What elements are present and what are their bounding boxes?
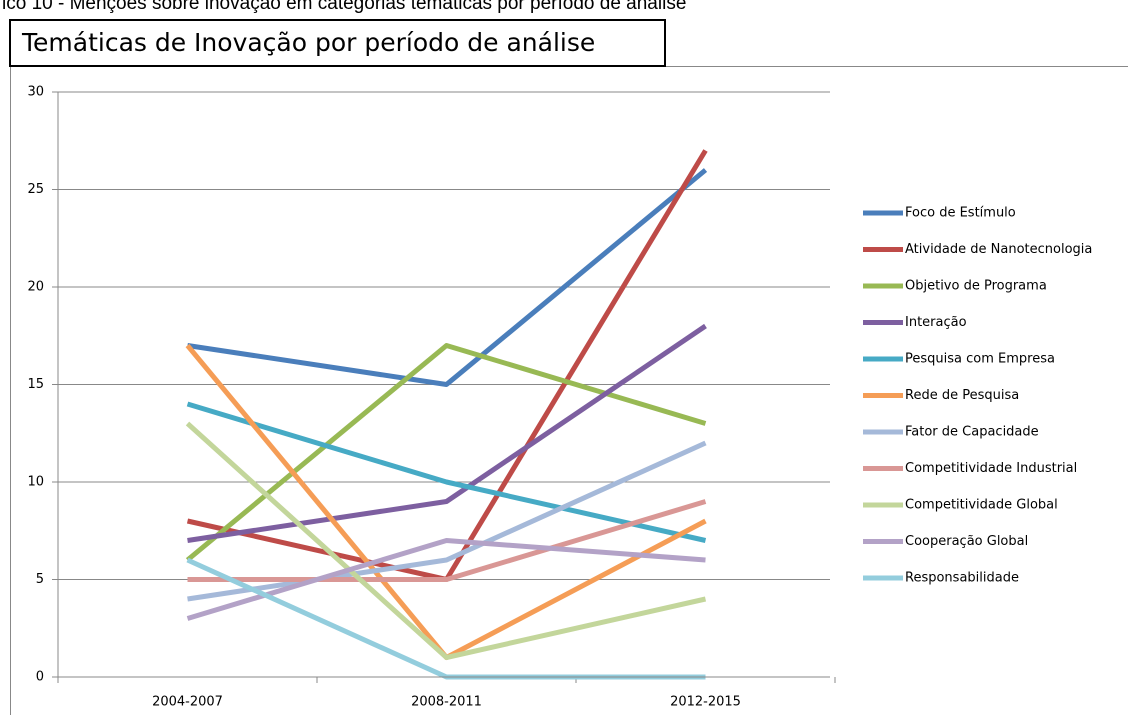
series-line (186, 401, 707, 543)
caption: ico 10 - Menções sobre inovação em categ… (2, 0, 686, 14)
y-tick-label: 5 (36, 572, 44, 587)
legend-label: Objetivo de Programa (905, 279, 1047, 294)
title-box (9, 19, 666, 67)
chart-title: Temáticas de Inovação por período de aná… (21, 28, 595, 57)
y-tick-label: 15 (27, 377, 44, 392)
legend-label: Competitividade Global (905, 498, 1058, 513)
y-tick-label: 25 (27, 182, 44, 197)
series-line (187, 168, 708, 387)
y-tick-label: 30 (27, 85, 44, 100)
legend-label: Foco de Estímulo (905, 206, 1016, 221)
series-line (186, 538, 706, 621)
legend-label: Interação (905, 315, 967, 330)
x-tick-label: 2012-2015 (670, 695, 741, 710)
legend-label: Responsabilidade (905, 571, 1019, 586)
series-line (185, 343, 707, 562)
x-tick-label: 2004-2007 (152, 695, 223, 710)
legend-label: Fator de Capacidade (905, 425, 1039, 440)
legend-label: Rede de Pesquisa (905, 388, 1019, 403)
legend-label: Pesquisa com Empresa (905, 352, 1055, 367)
x-tick-label: 2008-2011 (411, 695, 482, 710)
series-line (187, 499, 707, 582)
y-tick-label: 0 (36, 670, 44, 685)
series-line (187, 440, 707, 602)
y-tick-label: 20 (27, 280, 44, 295)
y-tick-label: 10 (27, 475, 44, 490)
series-line (187, 323, 707, 543)
legend-label: Cooperação Global (905, 534, 1028, 549)
series-line (185, 421, 707, 660)
legend-label: Atividade de Nanotecnologia (905, 242, 1092, 257)
legend-label: Competitividade Industrial (905, 461, 1077, 476)
series-line (186, 149, 708, 582)
